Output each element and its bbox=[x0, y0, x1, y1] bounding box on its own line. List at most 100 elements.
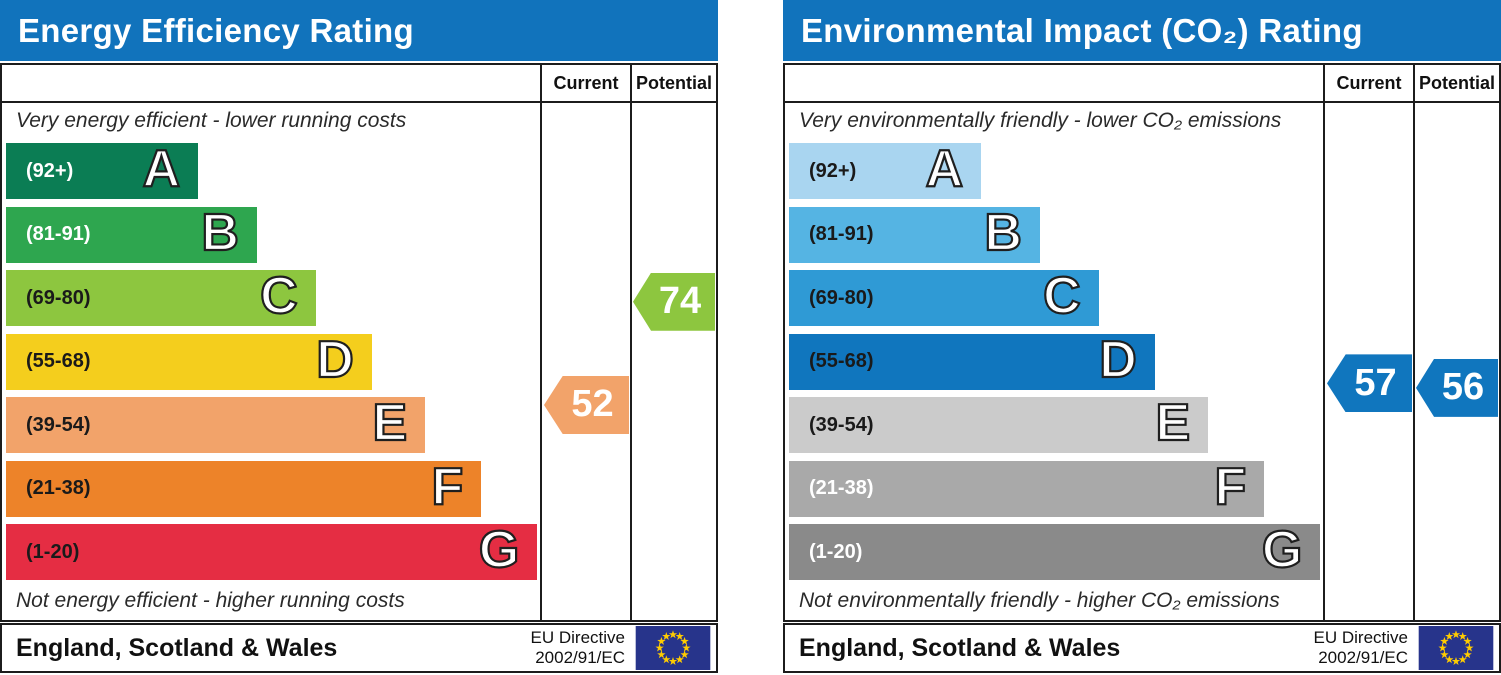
eu-star bbox=[662, 632, 671, 640]
eu-star bbox=[1445, 632, 1454, 640]
eu-directive-line1: EU Directive bbox=[1313, 628, 1408, 647]
eu-directive-line2: 2002/91/EC bbox=[1318, 648, 1408, 667]
band-range-label: (92+) bbox=[26, 159, 74, 182]
table-footer: England, Scotland & Wales EU Directive 2… bbox=[0, 623, 718, 673]
top-caption: Very environmentally friendly - lower CO… bbox=[799, 109, 1282, 132]
region-label: England, Scotland & Wales bbox=[16, 633, 338, 662]
eu-star bbox=[668, 656, 678, 665]
eu-star bbox=[675, 632, 684, 640]
band-row-G: (1-20) G bbox=[6, 520, 540, 580]
band-range-label: (1-20) bbox=[809, 540, 863, 563]
band-row-E: (39-54) E bbox=[6, 393, 540, 453]
table-header-row bbox=[785, 65, 1499, 103]
band-row-C: (69-80) C bbox=[6, 269, 540, 326]
band-letter: F bbox=[1213, 457, 1247, 516]
eu-star bbox=[1465, 643, 1474, 652]
band-letter: D bbox=[1098, 330, 1138, 389]
band-letter: D bbox=[315, 330, 355, 389]
band-bar-B: (81-91) B bbox=[789, 203, 1040, 263]
eu-star bbox=[1451, 656, 1461, 665]
band-row-D: (55-68) D bbox=[6, 330, 540, 390]
top-caption: Very energy efficient - lower running co… bbox=[16, 109, 407, 132]
eu-directive-label: EU Directive 2002/91/EC bbox=[1314, 628, 1408, 668]
eu-directive-line1: EU Directive bbox=[530, 628, 625, 647]
directive-group: EU Directive 2002/91/EC bbox=[1314, 626, 1499, 670]
band-row-D: (55-68) D bbox=[789, 330, 1323, 390]
band-range-label: (39-54) bbox=[26, 413, 91, 436]
panel-title: Energy Efficiency Rating bbox=[18, 11, 414, 49]
table-footer: England, Scotland & Wales EU Directive 2… bbox=[783, 623, 1501, 673]
eu-star bbox=[655, 643, 664, 652]
band-bar-E: (39-54) E bbox=[6, 393, 426, 453]
bottom-caption: Not environmentally friendly - higher CO… bbox=[799, 589, 1280, 612]
band-row-A: (92+) A bbox=[6, 139, 540, 199]
band-row-F: (21-38) F bbox=[6, 457, 540, 517]
eu-star bbox=[657, 636, 666, 645]
band-bar-G: (1-20) G bbox=[789, 520, 1321, 580]
band-bar-D: (55-68) D bbox=[789, 330, 1155, 390]
column-divider bbox=[540, 65, 542, 620]
band-range-label: (55-68) bbox=[809, 350, 874, 372]
band-row-G: (1-20) G bbox=[789, 520, 1323, 580]
eu-star bbox=[682, 643, 691, 652]
band-range-label: (1-20) bbox=[26, 540, 80, 563]
eu-star bbox=[1458, 655, 1467, 664]
eu-flag-icon bbox=[635, 626, 711, 670]
eu-star bbox=[668, 630, 678, 639]
band-range-label: (92+) bbox=[809, 159, 857, 182]
band-letter: G bbox=[1261, 520, 1304, 579]
rating-table: Current Potential Very environmentally f… bbox=[783, 63, 1501, 622]
band-range-label: (55-68) bbox=[26, 350, 91, 372]
band-bar-A: (92+) A bbox=[789, 142, 982, 199]
column-divider bbox=[630, 65, 632, 620]
band-letter: E bbox=[371, 393, 408, 452]
current-rating-arrow: 52 bbox=[544, 375, 629, 434]
eu-star bbox=[662, 655, 671, 664]
band-range-label: (21-38) bbox=[26, 477, 91, 499]
eu-directive-line2: 2002/91/EC bbox=[535, 648, 625, 667]
eu-star bbox=[1445, 655, 1454, 664]
panel-title-bar: Energy Efficiency Rating bbox=[0, 0, 718, 61]
band-letter: C bbox=[1042, 266, 1082, 325]
table-header-row bbox=[2, 65, 716, 103]
band-row-B: (81-91) B bbox=[789, 203, 1323, 263]
potential-rating-value: 74 bbox=[658, 280, 702, 323]
rating-table: Current Potential Very energy efficient … bbox=[0, 63, 718, 622]
column-divider bbox=[1413, 65, 1415, 620]
band-bar-C: (69-80) C bbox=[6, 269, 316, 326]
eu-star bbox=[1438, 643, 1447, 652]
panel-title: Environmental Impact (CO₂) Rating bbox=[801, 11, 1363, 49]
band-letter: A bbox=[142, 139, 182, 198]
eu-star bbox=[1451, 630, 1461, 639]
eu-star bbox=[680, 650, 689, 659]
column-divider bbox=[1323, 65, 1325, 620]
band-range-label: (69-80) bbox=[26, 286, 91, 309]
band-bar-F: (21-38) F bbox=[6, 457, 482, 517]
band-bar-F: (21-38) F bbox=[789, 457, 1265, 517]
band-range-label: (81-91) bbox=[809, 223, 874, 245]
potential-rating-arrow: 74 bbox=[633, 272, 715, 331]
potential-rating-arrow: 56 bbox=[1416, 358, 1498, 417]
potential-column-header: Potential bbox=[1418, 72, 1495, 93]
environmental-impact-panel: Environmental Impact (CO₂) Rating Curren… bbox=[783, 0, 1501, 675]
band-range-label: (21-38) bbox=[809, 477, 874, 499]
eu-star bbox=[1458, 632, 1467, 640]
band-bar-C: (69-80) C bbox=[789, 266, 1099, 326]
band-bar-G: (1-20) G bbox=[6, 520, 538, 580]
band-bar-E: (39-54) E bbox=[789, 396, 1209, 453]
band-range-label: (39-54) bbox=[809, 413, 874, 436]
eu-star bbox=[1463, 636, 1472, 645]
band-row-B: (81-91) B bbox=[6, 205, 540, 263]
band-letter: G bbox=[478, 520, 521, 579]
band-bar-B: (81-91) B bbox=[6, 205, 257, 263]
eu-star bbox=[1440, 636, 1449, 645]
eu-directive-label: EU Directive 2002/91/EC bbox=[531, 628, 625, 668]
band-range-label: (69-80) bbox=[809, 286, 874, 309]
band-range-label: (81-91) bbox=[26, 223, 91, 245]
region-label: England, Scotland & Wales bbox=[799, 633, 1121, 662]
potential-column-header: Potential bbox=[635, 72, 712, 93]
current-column-header: Current bbox=[553, 72, 619, 93]
band-list: (92+) A (81-91) B (69-80) C (55-68) D (39-54) E (2… bbox=[6, 139, 540, 588]
band-letter: B bbox=[983, 203, 1023, 262]
band-letter: F bbox=[430, 457, 464, 516]
